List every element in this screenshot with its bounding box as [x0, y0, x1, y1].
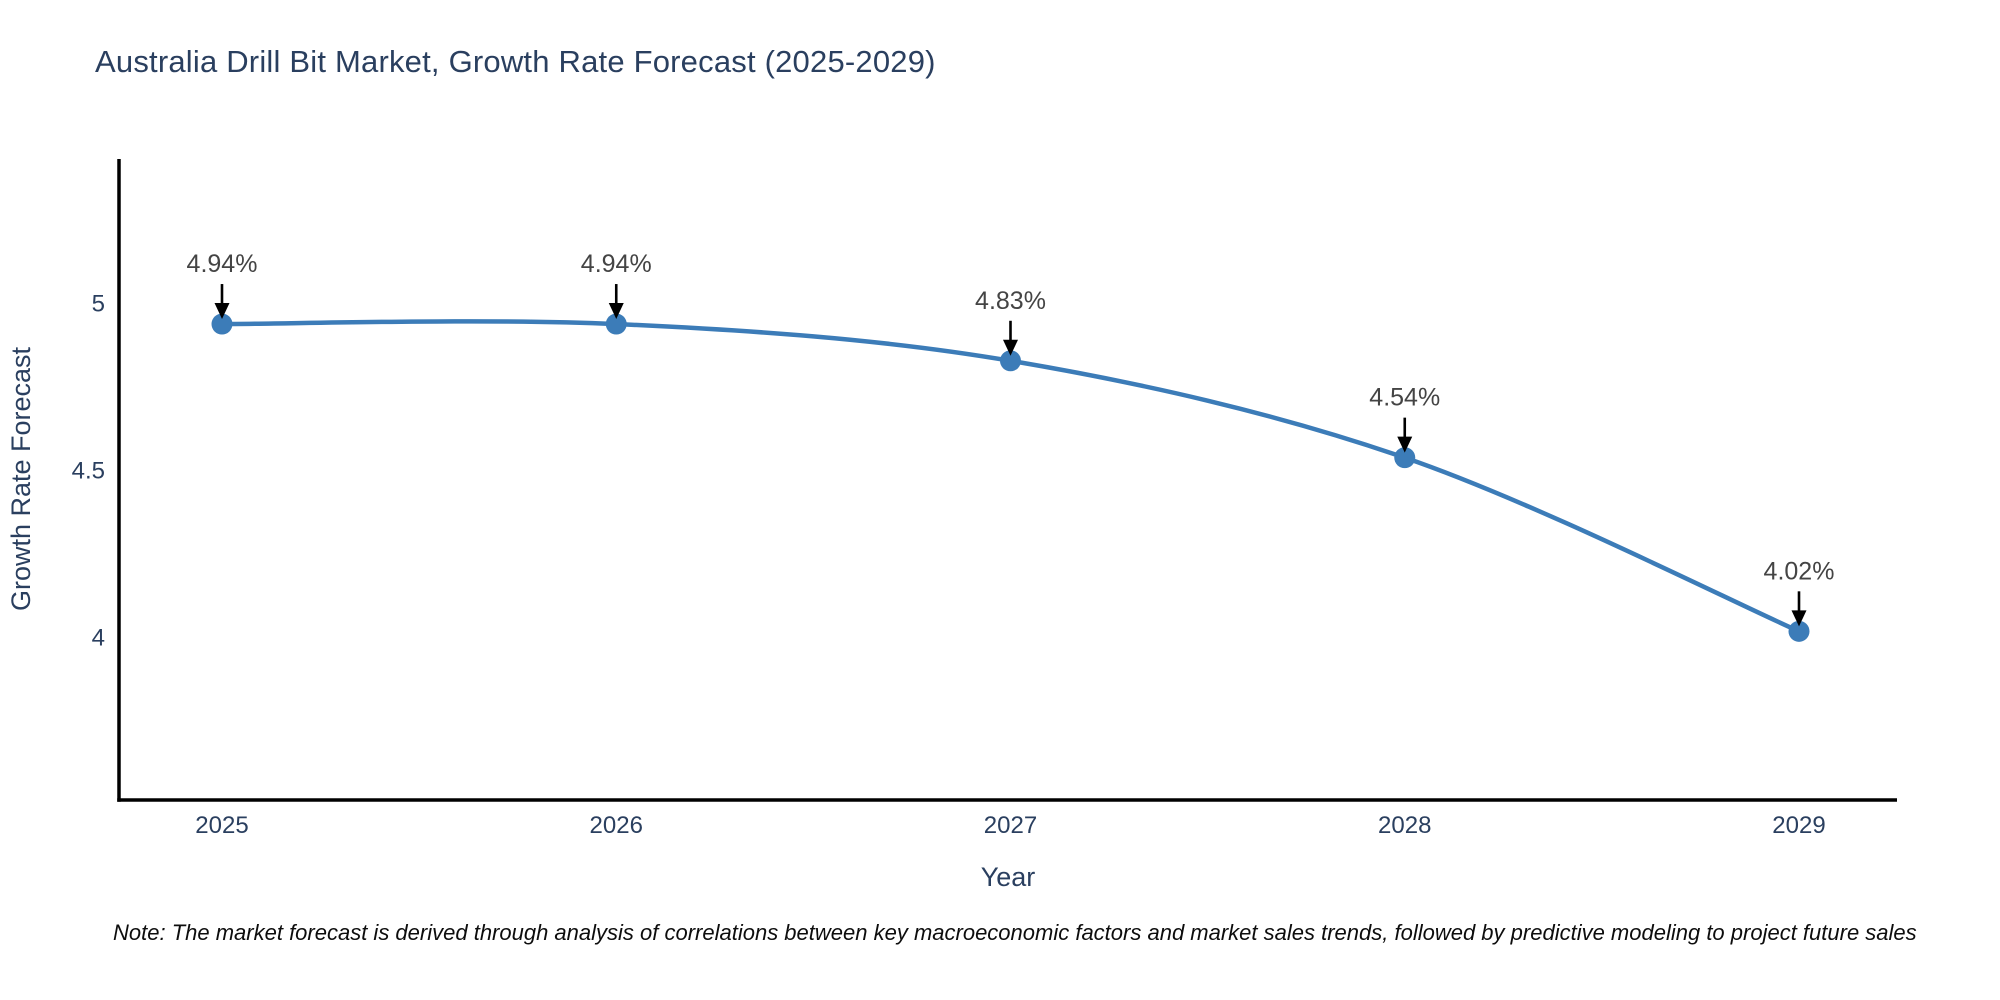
y-axis-title: Growth Rate Forecast	[6, 346, 36, 611]
annotation-arrow-head-icon	[1003, 339, 1018, 356]
chart-title: Australia Drill Bit Market, Growth Rate …	[95, 44, 936, 79]
annotation-arrow-head-icon	[1791, 610, 1807, 627]
x-tick-label: 2025	[195, 812, 248, 839]
data-point-marker	[1788, 620, 1810, 642]
data-point-marker	[605, 313, 627, 335]
data-point-label: 4.94%	[581, 250, 652, 278]
y-tick-label: 5	[92, 291, 105, 318]
data-point-label: 4.94%	[187, 250, 258, 278]
x-axis-title: Year	[981, 862, 1036, 892]
x-tick-label: 2027	[984, 812, 1037, 839]
x-tick-label: 2028	[1378, 812, 1431, 839]
x-tick-label: 2026	[590, 812, 643, 839]
y-tick-label: 4.5	[72, 458, 105, 485]
data-point-label: 4.54%	[1369, 384, 1440, 412]
x-tick-label: 2029	[1772, 812, 1825, 839]
data-point-marker	[211, 313, 233, 335]
y-tick-label: 4	[92, 625, 105, 652]
data-point-marker	[1394, 447, 1416, 469]
chart-footnote: Note: The market forecast is derived thr…	[113, 920, 1917, 945]
data-point-label: 4.83%	[975, 287, 1046, 315]
annotation-arrow-head-icon	[608, 303, 624, 320]
data-point-label: 4.02%	[1764, 557, 1835, 585]
annotation-arrow-head-icon	[214, 303, 230, 320]
data-point-marker	[1000, 350, 1021, 372]
annotation-arrow-head-icon	[1397, 436, 1413, 453]
